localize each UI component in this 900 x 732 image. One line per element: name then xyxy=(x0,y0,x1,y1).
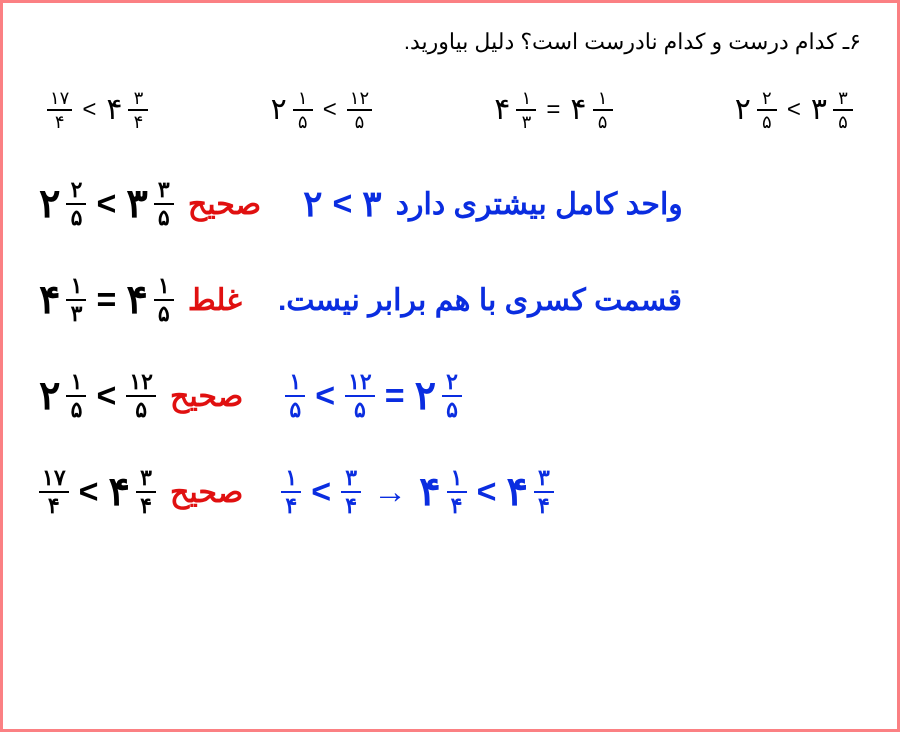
answer-row-4: ۱۷۴ < ۴ ۳۴ صحیح ۱۴ < ۳۴ → ۴ ۱۴ < ۴ ۳۴ xyxy=(39,467,861,517)
fraction: ۳۵ xyxy=(833,89,853,131)
answer-row-3: ۲ ۱۵ < ۱۲۵ صحیح ۱۵ < ۱۲۵ = ۲ ۲۵ xyxy=(39,371,861,421)
work-expression: ۱۴ < ۳۴ → ۴ ۱۴ < ۴ ۳۴ xyxy=(281,467,554,517)
answer-expression: ۴ ۱۳ = ۴ ۱۵ xyxy=(39,275,174,325)
reason-text: قسمت کسری با هم برابر نیست. xyxy=(278,283,682,318)
whole-number: ۲ xyxy=(735,95,751,125)
answer-expression: ۱۷۴ < ۴ ۳۴ xyxy=(39,467,156,517)
verdict-label: صحیح xyxy=(170,475,243,510)
reason-text: واحد کامل بیشتری دارد xyxy=(396,187,683,222)
problem-3: ۲ ۱۵ < ۱۲۵ xyxy=(271,89,372,131)
problem-2: ۴ ۱۳ = ۴ ۱۵ xyxy=(494,89,612,131)
answer-expression: ۲ ۲۵ < ۳ ۳۵ xyxy=(39,179,174,229)
problem-1: ۲ ۲۵ < ۳ ۳۵ xyxy=(735,89,853,131)
verdict-label: غلط xyxy=(188,283,242,318)
work-expression: ۱۵ < ۱۲۵ = ۲ ۲۵ xyxy=(285,371,462,421)
problems-row: ۲ ۲۵ < ۳ ۳۵ ۴ ۱۳ = ۴ ۱۵ ۲ ۱۵ < ۱۲۵ ۱۷۴ <… xyxy=(39,89,861,131)
operator: < xyxy=(783,96,805,124)
answer-row-1: ۲ ۲۵ < ۳ ۳۵ صحیح ۲ < ۳ واحد کامل بیشتری … xyxy=(39,179,861,229)
verdict-label: صحیح xyxy=(188,187,261,222)
verdict-label: صحیح xyxy=(170,379,243,414)
arrow-icon: → xyxy=(367,473,413,512)
problem-4: ۱۷۴ < ۴ ۳۴ xyxy=(47,89,148,131)
fraction: ۲۵ xyxy=(757,89,777,131)
answer-row-2: ۴ ۱۳ = ۴ ۱۵ غلط قسمت کسری با هم برابر نی… xyxy=(39,275,861,325)
question-text: ۶ـ کدام درست و کدام نادرست است؟ دلیل بیا… xyxy=(39,29,861,55)
answer-expression: ۲ ۱۵ < ۱۲۵ xyxy=(39,371,156,421)
comparison: ۲ < ۳ xyxy=(303,183,382,225)
worksheet-page: ۶ـ کدام درست و کدام نادرست است؟ دلیل بیا… xyxy=(0,0,900,732)
whole-number: ۳ xyxy=(811,95,827,125)
